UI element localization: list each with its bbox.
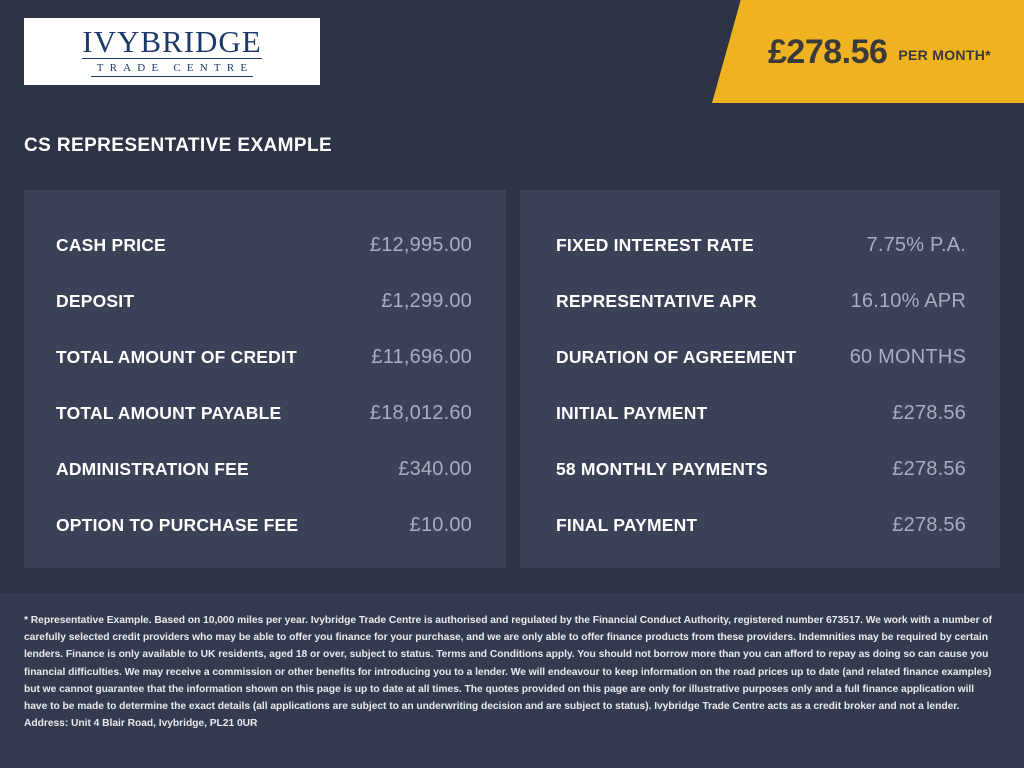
finance-summary-left-panel: CASH PRICE £12,995.00 DEPOSIT £1,299.00 … bbox=[24, 190, 506, 568]
top-bar: IVYBRIDGE TRADE CENTRE £278.56 PER MONTH… bbox=[0, 0, 1024, 103]
monthly-price-banner: £278.56 PER MONTH* bbox=[712, 0, 1024, 103]
table-row: TOTAL AMOUNT OF CREDIT £11,696.00 bbox=[24, 329, 506, 385]
row-label: DEPOSIT bbox=[56, 290, 135, 311]
row-label: FIXED INTEREST RATE bbox=[556, 234, 754, 255]
row-value: £340.00 bbox=[398, 457, 472, 480]
table-row: ADMINISTRATION FEE £340.00 bbox=[24, 441, 506, 497]
row-label: ADMINISTRATION FEE bbox=[56, 458, 249, 479]
row-label: OPTION TO PURCHASE FEE bbox=[56, 514, 299, 535]
row-label: DURATION OF AGREEMENT bbox=[556, 346, 797, 367]
row-value: £11,696.00 bbox=[371, 345, 472, 368]
ivybridge-logo[interactable]: IVYBRIDGE TRADE CENTRE bbox=[24, 18, 320, 85]
row-label: 58 MONTHLY PAYMENTS bbox=[556, 458, 768, 479]
row-value: £278.56 bbox=[892, 457, 966, 480]
row-value: £18,012.60 bbox=[369, 401, 472, 424]
monthly-price-amount: £278.56 bbox=[768, 32, 888, 71]
logo-wordmark: IVYBRIDGE bbox=[82, 24, 262, 59]
row-value: £1,299.00 bbox=[381, 289, 472, 312]
row-value: 60 MONTHS bbox=[849, 345, 966, 368]
monthly-price-period: PER MONTH* bbox=[898, 46, 991, 63]
table-row: CASH PRICE £12,995.00 bbox=[24, 217, 506, 273]
row-label: INITIAL PAYMENT bbox=[556, 402, 708, 423]
table-row: 58 MONTHLY PAYMENTS £278.56 bbox=[520, 441, 1000, 497]
table-row: TOTAL AMOUNT PAYABLE £18,012.60 bbox=[24, 385, 506, 441]
row-value: £278.56 bbox=[892, 401, 966, 424]
table-row: OPTION TO PURCHASE FEE £10.00 bbox=[24, 497, 506, 553]
row-value: £278.56 bbox=[892, 513, 966, 536]
page-title: CS REPRESENTATIVE EXAMPLE bbox=[24, 135, 333, 156]
row-label: TOTAL AMOUNT OF CREDIT bbox=[56, 346, 297, 367]
row-label: REPRESENTATIVE APR bbox=[556, 290, 757, 311]
row-label: TOTAL AMOUNT PAYABLE bbox=[56, 402, 282, 423]
table-row: FINAL PAYMENT £278.56 bbox=[520, 497, 1000, 553]
finance-summary-right-panel: FIXED INTEREST RATE 7.75% P.A. REPRESENT… bbox=[520, 190, 1000, 568]
row-value: 7.75% P.A. bbox=[866, 233, 966, 256]
table-row: DURATION OF AGREEMENT 60 MONTHS bbox=[520, 329, 1000, 385]
disclaimer-text: * Representative Example. Based on 10,00… bbox=[24, 615, 992, 730]
row-value: £12,995.00 bbox=[369, 233, 472, 256]
table-row: FIXED INTEREST RATE 7.75% P.A. bbox=[520, 217, 1000, 273]
row-label: FINAL PAYMENT bbox=[556, 514, 698, 535]
disclaimer-section: * Representative Example. Based on 10,00… bbox=[0, 593, 1024, 768]
row-value: £10.00 bbox=[409, 513, 472, 536]
table-row: INITIAL PAYMENT £278.56 bbox=[520, 385, 1000, 441]
logo-subtitle: TRADE CENTRE bbox=[90, 63, 254, 77]
row-label: CASH PRICE bbox=[56, 234, 166, 255]
table-row: REPRESENTATIVE APR 16.10% APR bbox=[520, 273, 1000, 329]
row-value: 16.10% APR bbox=[850, 289, 966, 312]
table-row: DEPOSIT £1,299.00 bbox=[24, 273, 506, 329]
